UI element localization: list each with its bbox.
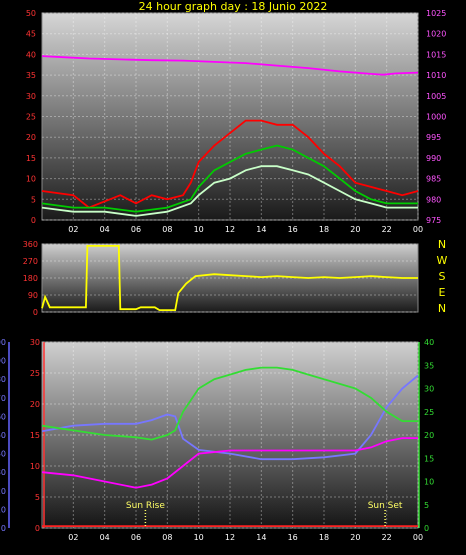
y-tick-label: 20 [30,400,40,409]
x-tick-label: 02 [68,533,78,542]
sun-annotation: Sun Set [368,501,403,511]
y-tick-label: 25 [26,113,36,122]
y-tick-label: 30 [424,385,434,394]
y-tick-label: 0 [35,524,40,533]
x-tick-label: 20 [350,533,360,542]
x-tick-label: 06 [131,225,141,234]
series-line [41,165,418,217]
y-tick-label: 20 [0,487,6,496]
x-tick-label: 00 [413,225,423,234]
x-tick-label: 06 [131,533,141,542]
x-tick-label: 18 [319,225,329,234]
y-tick-label: 15 [30,431,40,440]
y-tick-label: 90 [28,291,38,300]
direction-label: E [438,286,446,299]
y-tick-label: 30 [0,468,6,477]
temperature-humidity-panel: 0204060810121416182022000102030405060708… [0,338,434,542]
y-tick-label: 980 [426,195,441,204]
y-tick-label: 1010 [426,71,446,80]
x-tick-label: 22 [382,225,392,234]
direction-label: N [437,302,447,315]
y-tick-label: 1025 [426,9,446,18]
y-tick-label: 70 [0,394,6,403]
x-tick-label: 08 [162,225,172,234]
x-tick-label: 00 [413,533,423,542]
y-tick-label: 30 [26,92,36,101]
x-tick-label: 16 [288,533,298,542]
y-tick-label: 40 [0,450,6,459]
series-line [41,144,418,213]
y-tick-label: 0 [1,524,6,533]
x-tick-label: 14 [256,225,266,234]
y-tick-label: 0 [33,308,38,317]
x-tick-label: 12 [225,225,235,234]
x-tick-label: 12 [225,533,235,542]
y-tick-label: 10 [26,175,36,184]
direction-label: N [437,238,447,251]
series-line [41,55,419,76]
y-tick-label: 35 [424,361,434,370]
x-tick-label: 16 [288,225,298,234]
y-tick-label: 40 [424,338,434,347]
chart-title: 24 hour graph day : 18 Junio 2022 [138,0,328,13]
y-tick-label: 10 [30,462,40,471]
y-tick-label: 1005 [426,92,446,101]
x-tick-label: 02 [68,225,78,234]
y-tick-label: 1020 [426,30,446,39]
y-tick-label: 20 [26,133,36,142]
y-tick-label: 50 [0,431,6,440]
y-tick-label: 50 [26,9,36,18]
y-tick-label: 25 [30,369,40,378]
y-tick-label: 1000 [426,113,446,122]
y-tick-label: 0 [424,524,429,533]
y-tick-label: 975 [426,216,441,225]
direction-label: W [436,254,448,267]
y-tick-label: 90 [0,357,6,366]
series-line [41,437,418,489]
x-tick-label: 14 [256,533,266,542]
wind-direction-panel: 0 90 180 270 360 [23,240,419,317]
series-line [41,119,419,209]
y-tick-label: 10 [424,478,434,487]
y-tick-label: 35 [26,71,36,80]
y-tick-label: 20 [424,431,434,440]
y-tick-label: 25 [424,408,434,417]
y-tick-label: 15 [424,454,434,463]
y-tick-label: 985 [426,175,441,184]
y-tick-label: 40 [26,50,36,59]
y-tick-label: 1015 [426,50,446,59]
sun-annotation: Sun Rise [126,501,165,511]
y-tick-label: 10 [0,505,6,514]
y-tick-label: 5 [424,501,429,510]
x-tick-label: 10 [194,533,204,542]
y-tick-label: 15 [26,154,36,163]
x-tick-label: 22 [382,533,392,542]
x-tick-label: 08 [162,533,172,542]
y-tick-label: 990 [426,154,441,163]
x-tick-label: 10 [194,225,204,234]
series-line [41,366,418,441]
x-tick-label: 04 [100,533,110,542]
y-tick-label: 5 [31,195,36,204]
series-line [41,245,418,311]
y-tick-label: 360 [23,240,38,249]
y-tick-label: 45 [26,30,36,39]
y-tick-label: 0 [31,216,36,225]
x-tick-label: 04 [100,225,110,234]
x-tick-label: 18 [319,533,329,542]
x-tick-label: 20 [350,225,360,234]
y-tick-label: 5 [35,493,40,502]
y-tick-label: 995 [426,133,441,142]
wind-pressure-panel: 02 04 06 08 10 12 14 16 18 20 22 000510152025303540… [26,9,447,234]
y-tick-label: 100 [0,338,6,347]
y-tick-label: 270 [23,257,38,266]
y-tick-label: 80 [0,375,6,384]
direction-label: S [438,270,446,283]
y-tick-label: 60 [0,412,6,421]
y-tick-label: 180 [23,274,38,283]
y-tick-label: 30 [30,338,40,347]
